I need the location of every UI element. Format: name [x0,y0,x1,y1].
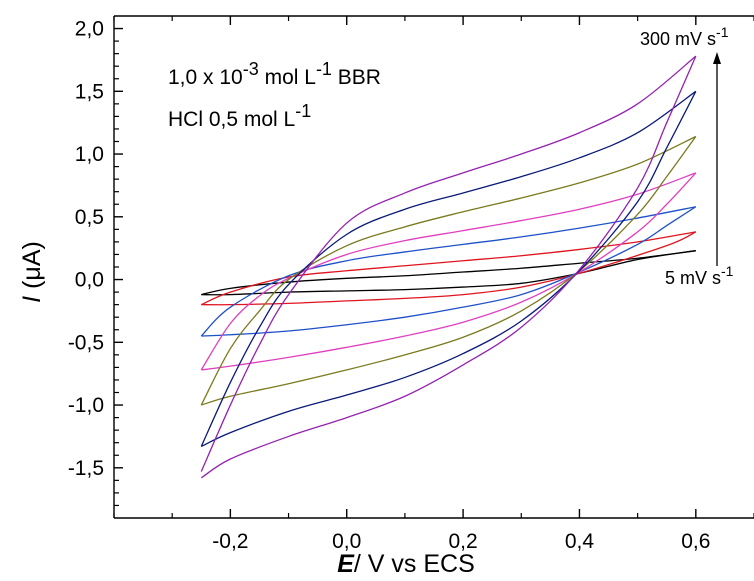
series-3-reverse-sweep [201,172,697,371]
series-5-reverse-sweep [200,91,697,448]
x-tick-label: 0,2 [448,530,477,553]
x-tick-label: 0,4 [565,530,595,553]
series-group [200,55,697,479]
x-tick-label: -0,2 [212,530,248,553]
series-3-forward-sweep [200,172,697,371]
series-1-reverse-sweep [201,231,697,306]
y-axis-title: I (μA) [18,241,46,303]
y-tick-label: -1,5 [68,457,104,480]
series-2-forward-sweep [200,206,696,337]
series-0-forward-sweep [201,250,696,296]
y-tick-label: -0,5 [68,331,104,354]
y-tick-label: 1,0 [75,143,104,166]
series-6-reverse-sweep [200,55,697,479]
series-4-forward-sweep [200,135,697,406]
series-6-forward-sweep [200,55,697,472]
annotation-scan-rate-min: 5 mV s-1 [665,263,734,288]
x-axis-title: E/ V vs ECS [337,550,475,578]
y-tick-label: -1,0 [68,394,104,417]
annotation-concentration: 1,0 x 10-3 mol L-1 BBR [168,59,381,89]
y-tick-label: 0,0 [75,269,104,292]
series-4-reverse-sweep [201,136,697,406]
scan-rate-arrow-head [713,52,721,64]
x-tick-label: 0,6 [681,530,710,553]
series-5-forward-sweep [200,90,697,447]
series-1-forward-sweep [201,231,696,306]
y-tick-label: 2,0 [75,18,104,41]
y-tick-label: 0,5 [75,206,104,229]
annotation-scan-rate-max: 300 mV s-1 [640,24,729,49]
x-tick-label: 0,0 [332,530,361,553]
axes: -0,2 0,0 0,2 0,4 0,6 2,0 1,5 1,0 0,5 0,0 -0,5 -1,0 -… [68,15,754,553]
annotation-electrolyte: HCl 0,5 mol L-1 [168,101,311,131]
y-tick-label: 1,5 [75,80,104,103]
series-2-reverse-sweep [201,206,697,337]
series-0-reverse-sweep [201,250,696,296]
